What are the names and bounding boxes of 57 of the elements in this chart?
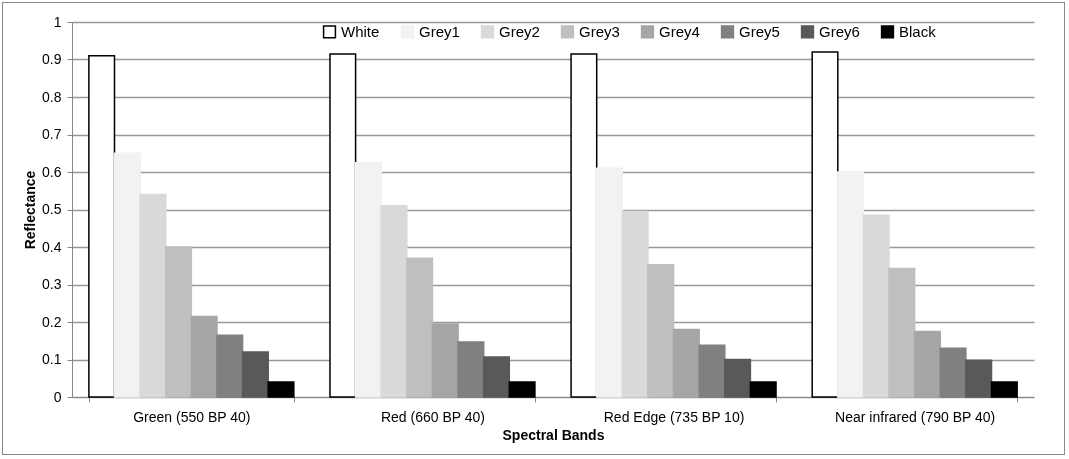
legend-label: Grey6	[819, 22, 860, 40]
bar	[457, 341, 485, 398]
x-tick-label: Red (660 BP 40)	[380, 408, 485, 425]
bar	[749, 381, 777, 398]
bar	[647, 263, 675, 398]
bar	[241, 351, 269, 398]
x-axis-title: Spectral Bands	[502, 426, 605, 443]
bar	[990, 381, 1018, 398]
bar	[837, 171, 865, 398]
bar	[862, 214, 890, 398]
y-tick-label: 0.2	[42, 313, 62, 330]
y-tick-label: 0.9	[42, 51, 62, 67]
legend-label: Grey5	[739, 22, 780, 40]
y-tick-label: 0.8	[42, 88, 62, 105]
bar	[698, 344, 726, 398]
bar	[939, 347, 967, 398]
y-axis-title: Reflectance	[22, 170, 39, 250]
x-tick-label: Near infrared (790 BP 40)	[835, 408, 996, 425]
x-tick-label: Green (550 BP 40)	[133, 408, 251, 425]
y-tick-label: 0.4	[42, 238, 62, 255]
y-tick-label: 1	[53, 13, 62, 30]
legend-label: Grey1	[419, 22, 460, 40]
bar	[329, 53, 357, 398]
bar	[88, 55, 116, 398]
y-tick-label: 0.1	[42, 351, 62, 367]
bar	[139, 193, 167, 398]
x-tick-label: Red Edge (735 BP 10)	[603, 408, 745, 425]
legend-label: Grey4	[659, 22, 700, 40]
y-tick-label: 0	[53, 388, 62, 405]
bar	[267, 381, 295, 398]
bar	[724, 358, 752, 398]
bar	[354, 161, 382, 398]
bar	[406, 257, 434, 398]
legend-label: White	[341, 22, 380, 40]
bar	[621, 210, 649, 398]
y-tick-label: 0.7	[42, 126, 62, 142]
y-tick-label: 0.6	[42, 163, 62, 180]
legend-label: Black	[899, 22, 937, 40]
bar	[508, 381, 536, 398]
bar	[672, 328, 700, 398]
legend-label: Grey3	[579, 22, 620, 40]
bar	[431, 323, 459, 398]
y-tick-label: 0.3	[42, 276, 62, 292]
bar	[164, 246, 193, 398]
bar	[190, 315, 218, 398]
bar	[113, 152, 141, 398]
bar	[965, 359, 993, 398]
bar	[570, 53, 598, 398]
bar	[595, 167, 624, 398]
bar	[888, 267, 916, 398]
bar	[380, 205, 408, 398]
y-tick-label: 0.5	[42, 201, 62, 217]
bar	[913, 330, 942, 398]
bar	[811, 51, 839, 398]
bar	[216, 334, 244, 398]
legend-label: Grey2	[499, 22, 540, 40]
bar	[482, 356, 511, 398]
